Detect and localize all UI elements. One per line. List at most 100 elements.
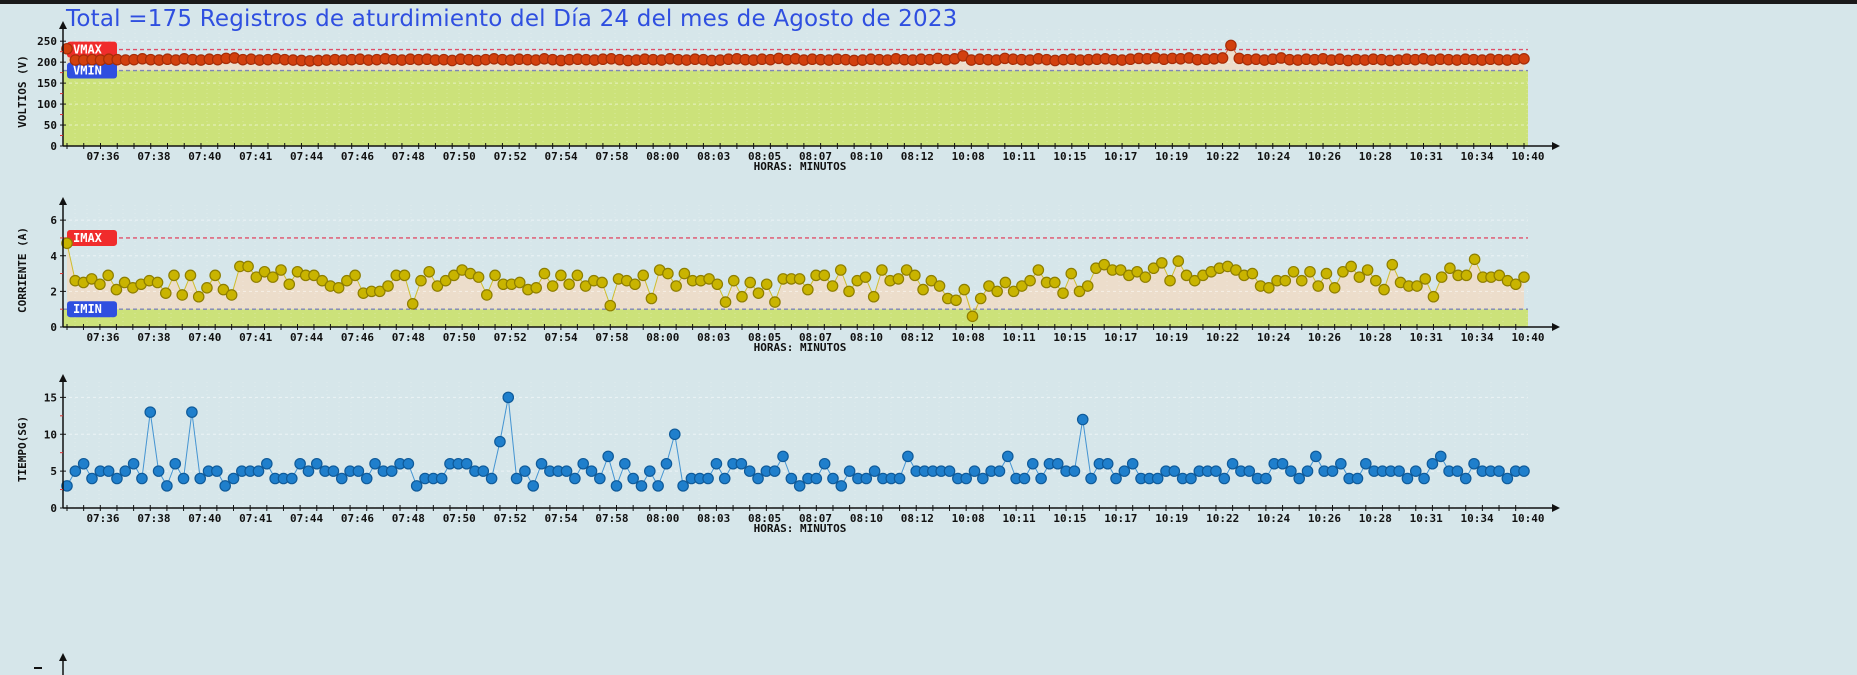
data-point[interactable]	[535, 457, 548, 470]
data-point[interactable]	[1024, 274, 1036, 287]
data-point[interactable]	[678, 267, 691, 280]
data-point[interactable]	[752, 287, 765, 299]
data-point[interactable]	[793, 480, 806, 492]
data-point[interactable]	[152, 465, 165, 477]
data-point[interactable]	[752, 472, 764, 485]
data-point[interactable]	[118, 276, 131, 289]
data-point[interactable]	[1328, 282, 1341, 294]
data-point[interactable]	[1312, 280, 1325, 292]
data-point[interactable]	[61, 480, 73, 492]
data-point[interactable]	[1131, 265, 1143, 278]
data-point[interactable]	[743, 465, 756, 477]
data-point[interactable]	[530, 282, 543, 294]
data-point[interactable]	[1353, 271, 1366, 283]
data-point[interactable]	[1168, 465, 1181, 477]
data-point[interactable]	[110, 283, 123, 296]
data-point[interactable]	[192, 290, 205, 303]
data-point[interactable]	[119, 465, 132, 477]
data-point[interactable]	[1326, 465, 1339, 477]
data-point[interactable]	[136, 472, 148, 485]
data-point[interactable]	[1225, 39, 1237, 52]
data-point[interactable]	[1230, 264, 1242, 276]
data-point[interactable]	[579, 280, 592, 292]
data-point[interactable]	[402, 457, 415, 470]
data-point[interactable]	[1018, 472, 1031, 485]
data-point[interactable]	[177, 472, 190, 485]
data-point[interactable]	[1426, 457, 1439, 470]
data-point[interactable]	[335, 472, 348, 485]
data-point[interactable]	[735, 457, 748, 470]
data-point[interactable]	[619, 457, 631, 470]
data-point[interactable]	[310, 457, 323, 470]
data-point[interactable]	[61, 42, 73, 55]
data-point[interactable]	[308, 269, 320, 282]
data-point[interactable]	[415, 274, 427, 287]
data-point[interactable]	[1451, 465, 1464, 477]
data-point[interactable]	[194, 472, 207, 485]
data-point[interactable]	[1320, 267, 1333, 280]
data-point[interactable]	[1468, 457, 1480, 470]
data-point[interactable]	[86, 472, 98, 485]
data-point[interactable]	[670, 280, 682, 292]
data-point[interactable]	[472, 271, 485, 283]
data-point[interactable]	[169, 457, 182, 470]
data-point[interactable]	[406, 298, 419, 310]
data-point[interactable]	[1188, 274, 1201, 287]
data-point[interactable]	[1065, 267, 1078, 280]
data-point[interactable]	[1279, 274, 1292, 287]
data-point[interactable]	[810, 472, 823, 485]
data-point[interactable]	[349, 269, 361, 282]
data-point[interactable]	[211, 465, 223, 477]
data-point[interactable]	[1263, 282, 1275, 294]
data-point[interactable]	[859, 271, 872, 283]
data-point[interactable]	[834, 264, 847, 276]
data-point[interactable]	[1048, 276, 1061, 289]
data-point[interactable]	[1218, 472, 1231, 485]
data-point[interactable]	[727, 274, 740, 287]
data-point[interactable]	[1085, 472, 1097, 485]
data-point[interactable]	[151, 276, 164, 289]
data-point[interactable]	[219, 480, 231, 492]
data-point[interactable]	[960, 472, 972, 485]
data-point[interactable]	[510, 472, 523, 485]
data-point[interactable]	[563, 278, 575, 291]
data-point[interactable]	[1210, 465, 1222, 477]
data-point[interactable]	[802, 283, 814, 296]
data-point[interactable]	[933, 280, 946, 292]
data-point[interactable]	[637, 269, 650, 282]
data-point[interactable]	[1351, 472, 1364, 485]
data-point[interactable]	[1444, 262, 1456, 275]
data-point[interactable]	[1293, 472, 1306, 485]
data-point[interactable]	[513, 276, 526, 289]
data-point[interactable]	[85, 273, 98, 285]
data-point[interactable]	[439, 274, 452, 287]
data-point[interactable]	[1435, 271, 1448, 283]
data-point[interactable]	[435, 472, 448, 485]
data-point[interactable]	[604, 299, 617, 312]
data-point[interactable]	[489, 269, 501, 282]
data-point[interactable]	[999, 276, 1012, 289]
data-point[interactable]	[569, 472, 581, 485]
data-point[interactable]	[1345, 260, 1357, 273]
data-point[interactable]	[1401, 472, 1414, 485]
data-point[interactable]	[662, 267, 674, 280]
data-point[interactable]	[1459, 472, 1472, 485]
data-point[interactable]	[1185, 472, 1197, 485]
data-point[interactable]	[843, 465, 856, 477]
data-point[interactable]	[94, 278, 106, 291]
data-point[interactable]	[448, 269, 460, 282]
data-point[interactable]	[1164, 274, 1176, 287]
data-point[interactable]	[385, 465, 398, 477]
data-point[interactable]	[585, 465, 598, 477]
data-point[interactable]	[917, 283, 929, 296]
data-point[interactable]	[635, 480, 648, 492]
data-point[interactable]	[1378, 283, 1390, 296]
data-point[interactable]	[217, 283, 230, 296]
data-point[interactable]	[977, 472, 989, 485]
data-point[interactable]	[1285, 465, 1297, 477]
data-point[interactable]	[1409, 465, 1422, 477]
data-point[interactable]	[423, 265, 435, 278]
data-point[interactable]	[627, 472, 639, 485]
data-point[interactable]	[341, 274, 353, 287]
data-point[interactable]	[668, 428, 681, 441]
